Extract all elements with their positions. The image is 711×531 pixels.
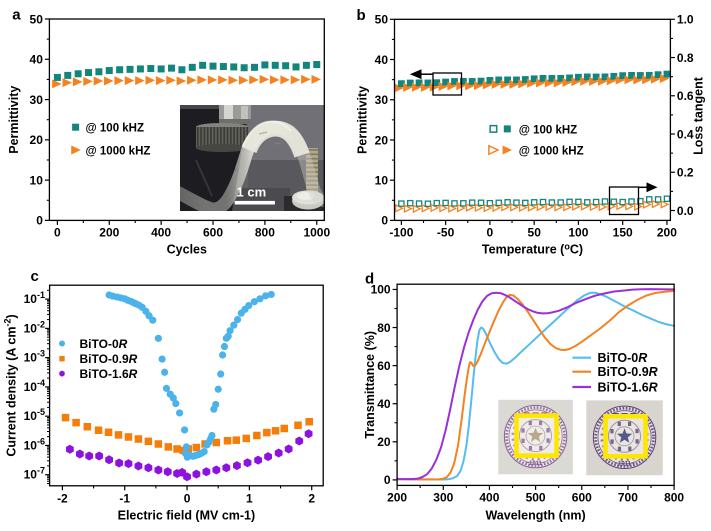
svg-text:150: 150 xyxy=(613,226,633,240)
svg-text:700: 700 xyxy=(618,491,638,505)
svg-text:d: d xyxy=(365,271,374,288)
svg-text:Current density (A cm-2): Current density (A cm-2) xyxy=(3,314,19,456)
svg-text:BiTO-0.9R: BiTO-0.9R xyxy=(598,365,658,379)
svg-text:100: 100 xyxy=(568,226,588,240)
svg-text:Temperature (oC): Temperature (oC) xyxy=(482,242,583,257)
svg-text:200: 200 xyxy=(387,491,407,505)
svg-text:200: 200 xyxy=(657,226,677,240)
svg-text:800: 800 xyxy=(255,226,275,240)
svg-text:@ 1000 kHZ: @ 1000 kHZ xyxy=(86,146,151,158)
svg-text:0.0: 0.0 xyxy=(677,204,694,218)
svg-text:40: 40 xyxy=(375,53,389,67)
svg-text:1000: 1000 xyxy=(303,226,330,240)
svg-text:800: 800 xyxy=(664,491,684,505)
svg-text:@ 100 kHZ: @ 100 kHZ xyxy=(519,124,578,136)
svg-text:@ 1000 kHZ: @ 1000 kHZ xyxy=(519,146,584,158)
svg-text:0: 0 xyxy=(381,214,388,228)
svg-text:10: 10 xyxy=(375,174,389,188)
svg-text:60: 60 xyxy=(377,359,391,373)
svg-text:400: 400 xyxy=(479,491,499,505)
svg-text:1 cm: 1 cm xyxy=(237,185,267,200)
svg-text:80: 80 xyxy=(377,321,391,335)
svg-text:0: 0 xyxy=(36,214,43,228)
svg-text:c: c xyxy=(31,268,39,285)
svg-text:-2: -2 xyxy=(57,491,68,505)
svg-text:0.2: 0.2 xyxy=(677,166,694,180)
svg-text:20: 20 xyxy=(377,435,391,449)
svg-text:-50: -50 xyxy=(437,226,455,240)
svg-text:300: 300 xyxy=(433,491,453,505)
svg-text:0: 0 xyxy=(487,226,494,240)
svg-text:b: b xyxy=(357,7,366,24)
svg-text:@ 100 kHZ: @ 100 kHZ xyxy=(86,123,145,135)
svg-text:10: 10 xyxy=(30,173,44,187)
svg-text:100: 100 xyxy=(371,283,391,297)
svg-text:a: a xyxy=(12,7,21,24)
svg-text:400: 400 xyxy=(151,226,171,240)
svg-text:200: 200 xyxy=(99,226,119,240)
svg-text:BiTO-0.9R: BiTO-0.9R xyxy=(80,352,138,366)
svg-text:0.6: 0.6 xyxy=(677,89,694,103)
svg-text:1.0: 1.0 xyxy=(677,13,694,27)
svg-text:40: 40 xyxy=(30,53,44,67)
svg-text:600: 600 xyxy=(572,491,592,505)
svg-text:2: 2 xyxy=(308,491,315,505)
svg-text:BiTO-1.6R: BiTO-1.6R xyxy=(80,367,138,381)
svg-text:20: 20 xyxy=(30,133,44,147)
svg-text:Permittivity: Permittivity xyxy=(7,86,21,154)
svg-text:Loss tangent: Loss tangent xyxy=(692,76,706,155)
svg-text:1: 1 xyxy=(246,491,253,505)
svg-text:BiTO-1.6R: BiTO-1.6R xyxy=(598,381,658,395)
svg-text:Permittivity: Permittivity xyxy=(356,86,370,154)
svg-text:Cycles: Cycles xyxy=(167,243,207,257)
svg-text:Transmittance (%): Transmittance (%) xyxy=(363,331,377,439)
svg-text:0: 0 xyxy=(384,473,391,487)
svg-text:-100: -100 xyxy=(389,226,413,240)
svg-text:40: 40 xyxy=(377,397,391,411)
svg-text:0.8: 0.8 xyxy=(677,51,694,65)
svg-text:500: 500 xyxy=(526,491,546,505)
svg-text:20: 20 xyxy=(375,133,389,147)
svg-text:600: 600 xyxy=(203,226,223,240)
svg-text:30: 30 xyxy=(30,93,44,107)
svg-text:0: 0 xyxy=(54,226,61,240)
svg-text:~1911~: ~1911~ xyxy=(525,461,546,467)
svg-text:BiTO-0R: BiTO-0R xyxy=(598,351,648,365)
svg-text:Electric field (MV cm-1): Electric field (MV cm-1) xyxy=(118,509,256,523)
svg-text:~1911~: ~1911~ xyxy=(614,462,635,468)
svg-text:50: 50 xyxy=(375,13,389,27)
svg-text:-1: -1 xyxy=(119,491,130,505)
svg-text:0: 0 xyxy=(184,491,191,505)
svg-text:50: 50 xyxy=(30,12,44,26)
svg-text:Wavelength (nm): Wavelength (nm) xyxy=(485,509,585,523)
svg-text:30: 30 xyxy=(375,93,389,107)
svg-text:0.4: 0.4 xyxy=(677,127,694,141)
svg-text:50: 50 xyxy=(528,226,542,240)
svg-text:BiTO-0R: BiTO-0R xyxy=(80,337,128,351)
